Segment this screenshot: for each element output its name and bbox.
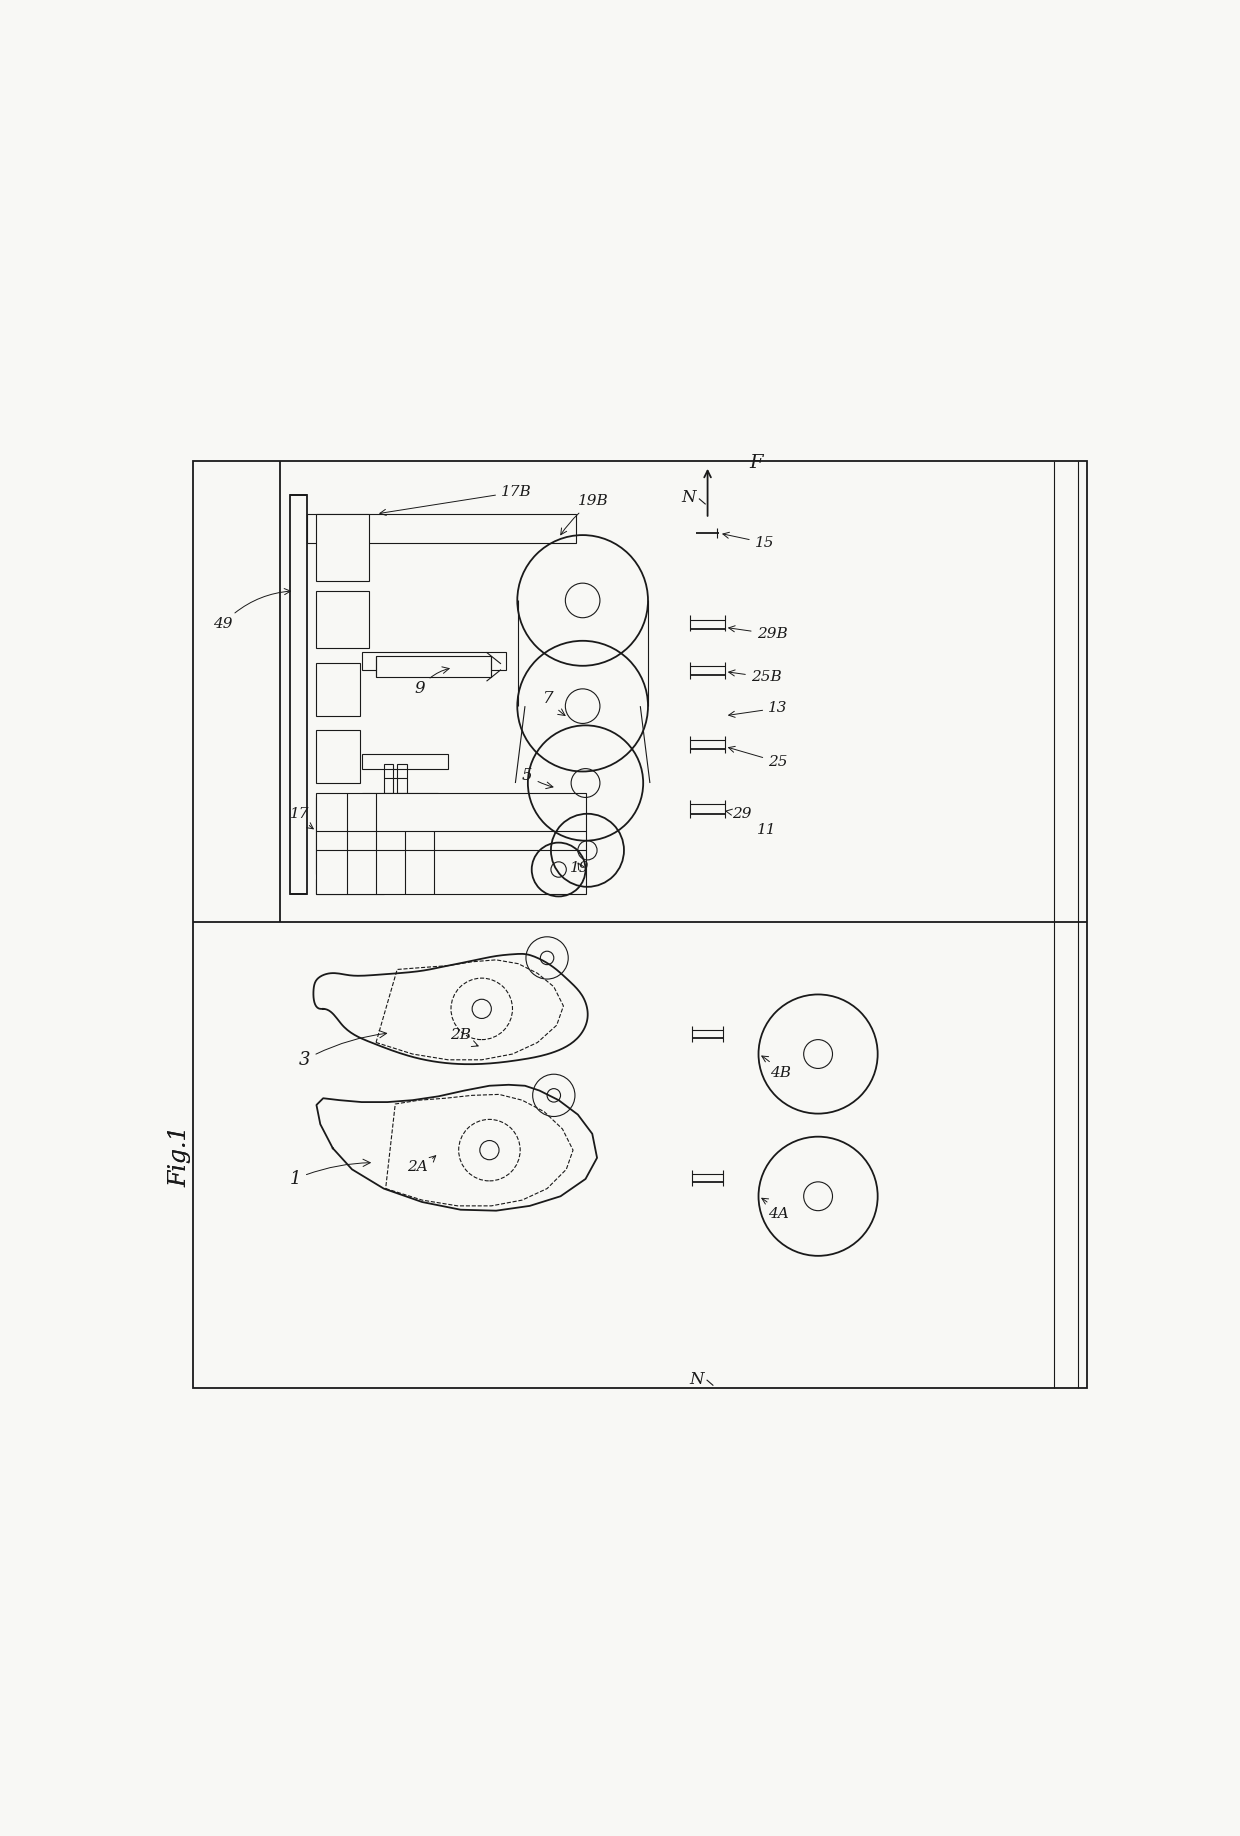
Text: 25: 25: [729, 747, 787, 769]
Text: N: N: [682, 490, 696, 507]
Bar: [362, 755, 448, 769]
Bar: [362, 652, 506, 670]
Text: 3: 3: [299, 1030, 387, 1069]
Bar: [316, 663, 360, 716]
Bar: [316, 793, 585, 894]
Text: F: F: [749, 453, 763, 472]
Text: 49: 49: [213, 589, 290, 632]
Text: 29: 29: [725, 806, 751, 821]
Text: 13: 13: [729, 701, 787, 718]
Bar: [362, 793, 439, 808]
Bar: [316, 879, 383, 894]
Text: 4B: 4B: [761, 1056, 791, 1080]
Text: 4A: 4A: [761, 1199, 789, 1221]
Text: 19: 19: [570, 861, 590, 874]
Text: 15: 15: [723, 532, 774, 549]
Text: 9: 9: [414, 666, 449, 698]
Bar: [376, 655, 491, 677]
Text: Fig.1: Fig.1: [169, 1125, 191, 1186]
Bar: [316, 731, 360, 782]
Text: 19B: 19B: [560, 494, 609, 534]
Text: 2A: 2A: [407, 1155, 435, 1175]
Text: 17B: 17B: [379, 485, 532, 516]
Text: 25B: 25B: [729, 670, 781, 685]
Bar: [316, 797, 383, 874]
Bar: [316, 514, 370, 582]
Bar: [397, 764, 407, 793]
Bar: [290, 494, 306, 894]
Text: 2B: 2B: [450, 1028, 479, 1047]
Bar: [306, 514, 575, 543]
Text: 11: 11: [756, 823, 776, 837]
Text: 17: 17: [290, 806, 314, 828]
Text: N: N: [689, 1371, 704, 1388]
Bar: [316, 591, 370, 648]
Text: 5: 5: [522, 767, 553, 789]
Bar: [383, 764, 393, 793]
Text: Fig.1: Fig.1: [169, 1125, 191, 1186]
Text: 7: 7: [543, 690, 565, 716]
Text: 29B: 29B: [729, 626, 787, 641]
Text: 1: 1: [290, 1159, 371, 1188]
